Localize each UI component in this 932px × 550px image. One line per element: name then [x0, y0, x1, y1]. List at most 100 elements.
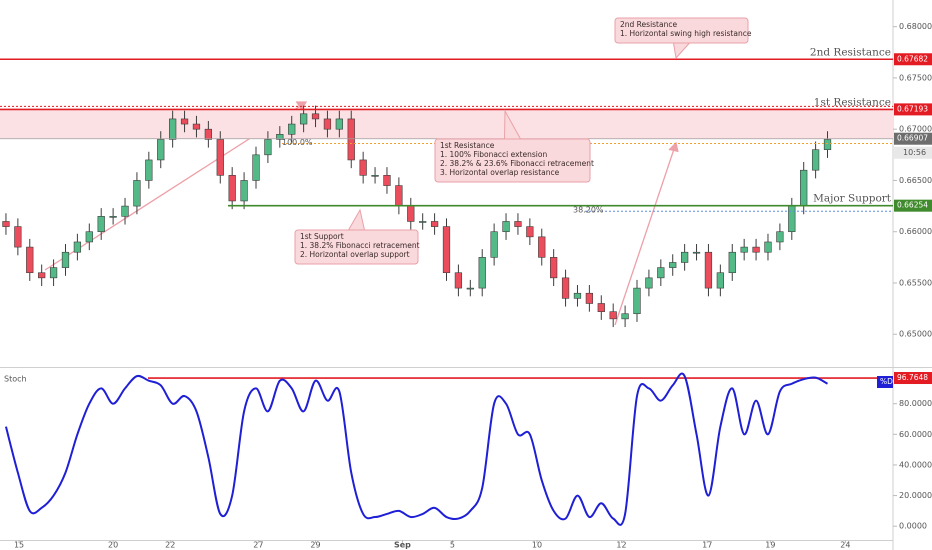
candle-body [561, 277, 570, 299]
candle-body [121, 205, 129, 217]
arrow [614, 145, 676, 326]
candle-body [169, 118, 177, 140]
candle-body [264, 139, 272, 156]
candle-body [740, 246, 748, 253]
candle-body [109, 216, 117, 218]
candle-body [776, 231, 784, 243]
legend-tag [877, 376, 893, 388]
candle-body [538, 236, 546, 258]
candle-body [788, 205, 796, 233]
y-tick-label: 80.0000 [899, 399, 932, 408]
candle-body [430, 221, 439, 227]
arrow-head [668, 141, 679, 153]
x-tick-label: 24 [840, 541, 850, 550]
y-tick-label: 0.67000 [899, 125, 932, 134]
price-tag-label: 0.66907 [897, 134, 928, 143]
price-tag [894, 199, 932, 212]
stoch-line [4, 372, 829, 526]
x-tick-label: 19 [765, 541, 775, 550]
y-tick-label: 0.66000 [899, 227, 932, 236]
candle-body [14, 226, 22, 248]
callout-text: 3. Horizontal overlap resistance [440, 168, 560, 177]
y-tick-label: 20.0000 [899, 491, 932, 500]
candle-body [633, 287, 641, 315]
callout-box [434, 138, 591, 183]
candle-body [478, 257, 486, 289]
y-tick-label: 0.65000 [899, 330, 932, 339]
time-tag [894, 146, 932, 159]
resistance-zone [0, 109, 893, 139]
candle-body [454, 272, 463, 289]
candle-body [585, 292, 594, 304]
candle-body [407, 205, 415, 222]
callout-text: 1st Support [300, 232, 344, 241]
x-tick-label: 15 [14, 541, 24, 550]
candle-body [61, 251, 70, 268]
time-tag-label: 10:56 [903, 148, 926, 157]
price-tag-label: 96.7648 [897, 373, 928, 382]
pane-title: Stoch [4, 375, 27, 384]
candle-body [26, 246, 34, 274]
candle-body [216, 139, 224, 176]
candle-body [371, 175, 379, 177]
candle-body [573, 292, 582, 299]
candle-body [323, 118, 332, 130]
price-tag [894, 53, 932, 66]
y-tick-label: 0.67500 [899, 73, 932, 82]
legend-label: %D [880, 377, 893, 386]
callout-text: 2nd Resistance [620, 20, 677, 29]
candle-body [764, 241, 772, 253]
candle-body [192, 123, 201, 130]
x-tick-label: 20 [108, 541, 118, 550]
candle-body [692, 251, 701, 254]
candle-body [597, 303, 605, 312]
candle-body [180, 118, 189, 125]
fib-label: 38.20% [573, 206, 604, 215]
callout-pointer [504, 109, 521, 140]
candle-body [97, 216, 105, 233]
candle-body [73, 241, 82, 253]
x-tick-label: 12 [616, 541, 626, 550]
price-tag [894, 132, 932, 145]
x-tick-label: 27 [253, 541, 263, 550]
candle-body [359, 159, 367, 176]
candle-body [752, 246, 760, 253]
level-label: 1st Resistance [814, 96, 891, 108]
y-tick-label: 0.65500 [899, 278, 932, 287]
candle-body [526, 226, 534, 238]
level-label: 2nd Resistance [810, 46, 891, 58]
x-tick-label: 17 [702, 541, 712, 550]
y-tick-label: 60.0000 [899, 430, 932, 439]
candle-body [704, 251, 713, 289]
callout-text: 1. Horizontal swing high resistance [620, 29, 752, 38]
price-tag [894, 103, 932, 116]
candle-body [669, 262, 677, 268]
callout-text: 2. 38.2% & 23.6% Fibonacci retracement [440, 159, 594, 168]
candle-body [204, 128, 213, 140]
candle-body [514, 221, 522, 227]
candle-body [609, 311, 617, 320]
candle-body [800, 169, 808, 207]
candle-body [823, 139, 832, 150]
candle-body [645, 277, 653, 289]
x-tick-label: 10 [532, 541, 542, 550]
callout-box [614, 17, 749, 44]
x-tick-label: 29 [310, 541, 320, 550]
callout-box [294, 229, 419, 265]
y-tick-label: 0.68000 [899, 22, 932, 31]
y-tick-label: 0.0000 [899, 522, 927, 531]
candle-body [502, 221, 510, 233]
callout-text: 1st Resistance [440, 141, 495, 150]
candle-body [38, 272, 46, 279]
candle-body [276, 134, 284, 140]
candle-body [490, 231, 498, 258]
x-tick-label: 5 [450, 541, 455, 550]
candle-body [2, 221, 10, 227]
candle-body [311, 113, 320, 120]
fib-label: 100.0% [282, 138, 313, 147]
candle-body [85, 231, 93, 243]
callout-pointer [348, 208, 365, 231]
